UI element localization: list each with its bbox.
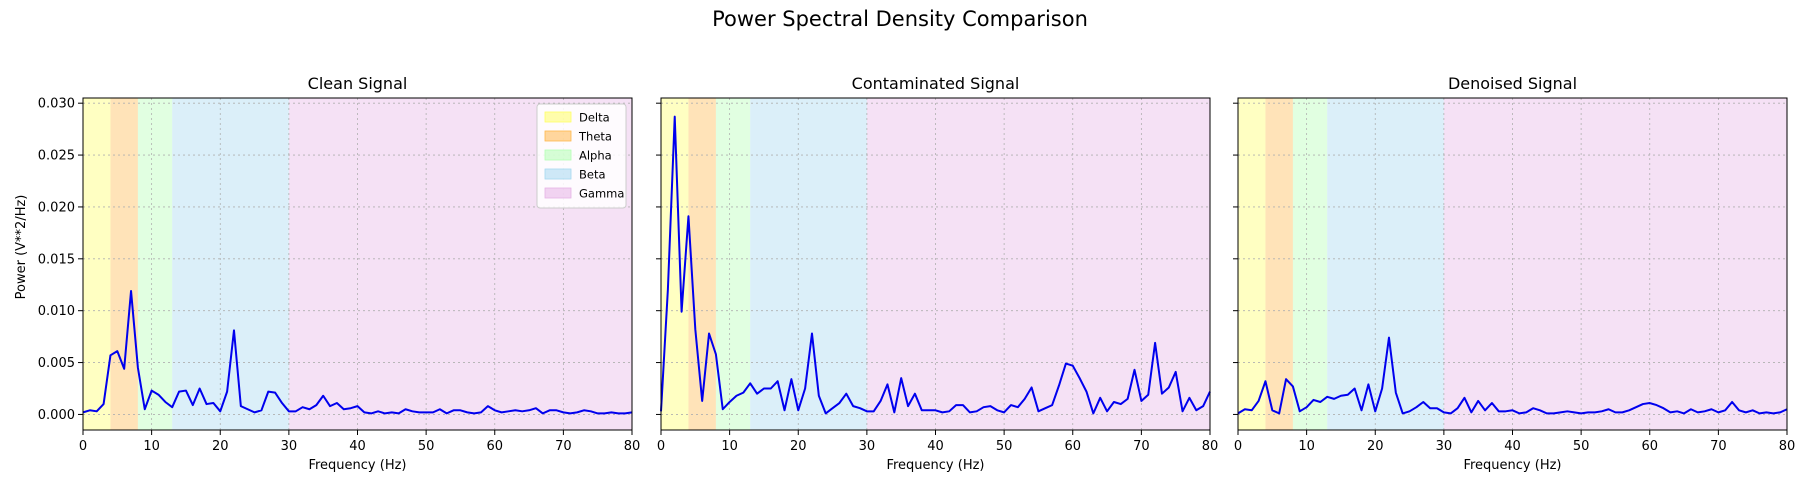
legend: Delta Theta Alpha Beta Gamma (536, 103, 627, 209)
subplot-title: Clean Signal (308, 74, 408, 93)
x-tick-label: 20 (1367, 439, 1384, 454)
subplot-1: 0 10 20 30 40 50 60 70 80 0.000 0.005 0.010 0.015 0.0… (38, 74, 640, 473)
x-tick-label: 50 (1573, 439, 1590, 454)
x-tick-label: 60 (486, 439, 503, 454)
x-tick-label: 70 (1133, 439, 1150, 454)
x-tick-label: 30 (1436, 439, 1453, 454)
y-tick-label: 0.000 (38, 408, 75, 423)
y-axis-label: Power (V**2/Hz) (14, 195, 29, 300)
band-beta (1327, 98, 1444, 430)
legend-swatch-gamma (544, 187, 572, 199)
band-beta (172, 98, 289, 430)
band-theta (1265, 98, 1293, 430)
x-tick-label: 0 (657, 439, 665, 454)
band-delta (83, 98, 111, 430)
y-tick-label: 0.020 (38, 200, 75, 215)
band-alpha (715, 98, 751, 430)
x-tick-label: 50 (996, 439, 1013, 454)
x-tick-label: 80 (1779, 439, 1796, 454)
x-tick-label: 10 (1298, 439, 1315, 454)
x-tick-label: 0 (1234, 439, 1242, 454)
band-gamma (866, 98, 1210, 430)
subplot-title: Contaminated Signal (852, 74, 1020, 93)
x-tick-label: 70 (1710, 439, 1727, 454)
x-tick-label: 10 (143, 439, 160, 454)
x-tick-label: 60 (1641, 439, 1658, 454)
x-tick-label: 50 (418, 439, 435, 454)
y-tick-label: 0.010 (38, 304, 75, 319)
legend-label-delta: Delta (579, 111, 610, 125)
band-alpha (1292, 98, 1328, 430)
band-delta (661, 98, 689, 430)
figure-title: Power Spectral Density Comparison (712, 7, 1088, 31)
legend-label-alpha: Alpha (579, 149, 612, 163)
legend-swatch-theta (544, 130, 572, 142)
x-tick-label: 80 (624, 439, 641, 454)
x-axis-label: Frequency (Hz) (308, 458, 406, 473)
subplot-title: Denoised Signal (1448, 74, 1577, 93)
x-tick-label: 20 (212, 439, 229, 454)
band-theta (110, 98, 138, 430)
x-tick-label: 40 (927, 439, 944, 454)
y-tick-label: 0.030 (38, 97, 75, 112)
y-tick-label: 0.015 (38, 252, 75, 267)
legend-swatch-delta (544, 111, 572, 123)
x-tick-label: 0 (79, 439, 87, 454)
legend-label-theta: Theta (578, 130, 612, 144)
legend-swatch-beta (544, 168, 572, 180)
y-tick-label: 0.025 (38, 149, 75, 164)
legend-label-beta: Beta (579, 168, 606, 182)
x-tick-label: 70 (555, 439, 572, 454)
x-tick-label: 20 (790, 439, 807, 454)
x-axis-label: Frequency (Hz) (1463, 458, 1561, 473)
x-axis-label: Frequency (Hz) (886, 458, 984, 473)
subplot-2: 0 10 20 30 40 50 60 70 80 Contaminated Signal Freq… (656, 74, 1218, 473)
x-tick-label: 30 (859, 439, 876, 454)
legend-label-gamma: Gamma (579, 187, 624, 201)
legend-box (536, 103, 627, 209)
band-alpha (137, 98, 173, 430)
band-gamma (1443, 98, 1787, 430)
band-delta (1238, 98, 1266, 430)
legend-swatch-alpha (544, 149, 572, 161)
y-tick-label: 0.005 (38, 356, 75, 371)
subplot-3: 0 10 20 30 40 50 60 70 80 Denoised Signal Frequenc… (1233, 74, 1795, 473)
series-line (660, 115, 1211, 415)
x-tick-label: 30 (281, 439, 298, 454)
x-tick-label: 40 (349, 439, 366, 454)
x-tick-label: 40 (1504, 439, 1521, 454)
x-tick-label: 10 (721, 439, 738, 454)
subplots: 0 10 20 30 40 50 60 70 80 0.000 0.005 0.010 0.015 0.0… (38, 74, 1795, 473)
series-line (82, 289, 633, 415)
band-theta (688, 98, 716, 430)
series-line (1237, 336, 1788, 415)
x-tick-label: 80 (1202, 439, 1219, 454)
x-tick-label: 60 (1064, 439, 1081, 454)
band-beta (750, 98, 867, 430)
